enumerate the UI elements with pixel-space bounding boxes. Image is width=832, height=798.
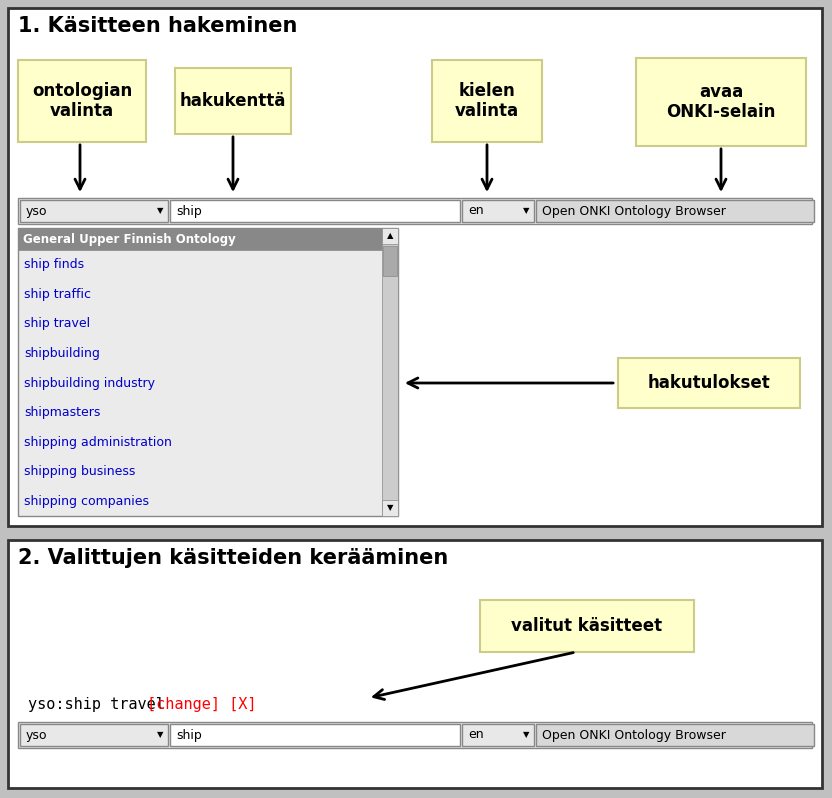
FancyBboxPatch shape <box>382 500 398 516</box>
FancyBboxPatch shape <box>382 228 398 516</box>
FancyBboxPatch shape <box>480 600 694 652</box>
Text: ship finds: ship finds <box>24 259 84 271</box>
Text: ship: ship <box>176 204 201 218</box>
FancyBboxPatch shape <box>170 724 460 746</box>
FancyBboxPatch shape <box>18 722 812 748</box>
Text: shipping companies: shipping companies <box>24 495 149 508</box>
FancyBboxPatch shape <box>536 724 814 746</box>
FancyBboxPatch shape <box>8 8 822 526</box>
Text: ship: ship <box>176 729 201 741</box>
Text: ship travel: ship travel <box>24 318 90 330</box>
Text: 1. Käsitteen hakeminen: 1. Käsitteen hakeminen <box>18 16 297 36</box>
Text: ▼: ▼ <box>522 730 529 740</box>
Text: yso: yso <box>26 204 47 218</box>
FancyBboxPatch shape <box>618 358 800 408</box>
FancyBboxPatch shape <box>462 724 534 746</box>
Text: en: en <box>468 204 483 218</box>
FancyBboxPatch shape <box>18 228 382 250</box>
FancyBboxPatch shape <box>20 200 168 222</box>
Text: shipbuilding: shipbuilding <box>24 347 100 360</box>
FancyBboxPatch shape <box>18 198 812 224</box>
FancyBboxPatch shape <box>18 60 146 142</box>
FancyBboxPatch shape <box>18 228 398 516</box>
Text: ▼: ▼ <box>387 504 394 512</box>
FancyBboxPatch shape <box>462 200 534 222</box>
Text: Open ONKI Ontology Browser: Open ONKI Ontology Browser <box>542 729 726 741</box>
Text: yso:ship travel: yso:ship travel <box>28 697 174 712</box>
FancyBboxPatch shape <box>432 60 542 142</box>
Text: shipbuilding industry: shipbuilding industry <box>24 377 155 389</box>
FancyBboxPatch shape <box>383 246 397 276</box>
Text: avaa
ONKI-selain: avaa ONKI-selain <box>666 83 775 121</box>
Text: ontologian
valinta: ontologian valinta <box>32 81 132 120</box>
Text: Open ONKI Ontology Browser: Open ONKI Ontology Browser <box>542 204 726 218</box>
Text: ▼: ▼ <box>522 207 529 215</box>
Text: hakutulokset: hakutulokset <box>647 374 770 392</box>
Text: en: en <box>468 729 483 741</box>
FancyBboxPatch shape <box>636 58 806 146</box>
Text: ship traffic: ship traffic <box>24 288 91 301</box>
Text: [change] [X]: [change] [X] <box>147 697 256 712</box>
Text: shipping business: shipping business <box>24 465 136 478</box>
Text: General Upper Finnish Ontology: General Upper Finnish Ontology <box>23 232 235 246</box>
Text: 2. Valittujen käsitteiden kerääminen: 2. Valittujen käsitteiden kerääminen <box>18 548 448 568</box>
FancyBboxPatch shape <box>170 200 460 222</box>
Text: ▼: ▼ <box>156 207 163 215</box>
FancyBboxPatch shape <box>536 200 814 222</box>
Text: shipping administration: shipping administration <box>24 436 172 448</box>
Text: ▲: ▲ <box>387 231 394 240</box>
Text: yso: yso <box>26 729 47 741</box>
Text: hakukenttä: hakukenttä <box>180 92 286 110</box>
Text: shipmasters: shipmasters <box>24 406 101 419</box>
FancyBboxPatch shape <box>382 228 398 244</box>
FancyBboxPatch shape <box>20 724 168 746</box>
Text: kielen
valinta: kielen valinta <box>455 81 519 120</box>
Text: ▼: ▼ <box>156 730 163 740</box>
FancyBboxPatch shape <box>175 68 291 134</box>
Text: valitut käsitteet: valitut käsitteet <box>512 617 662 635</box>
FancyBboxPatch shape <box>8 540 822 788</box>
